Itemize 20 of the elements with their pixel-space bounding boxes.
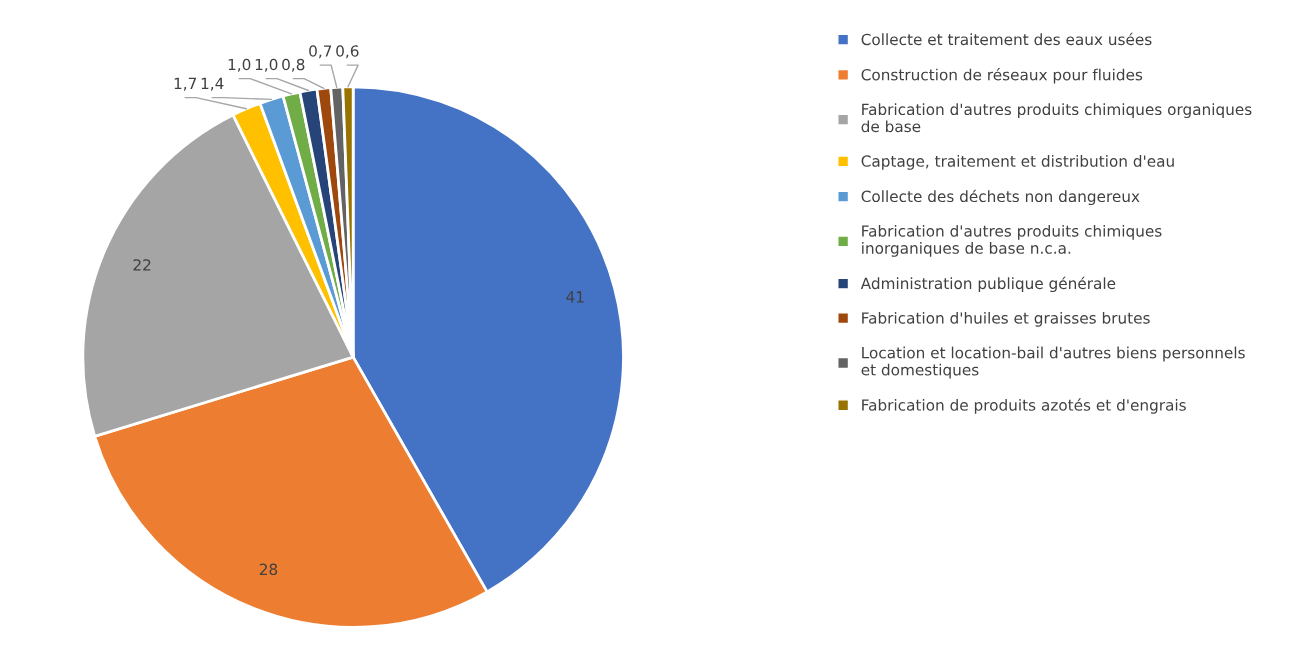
data-label: 1,4 <box>201 77 224 91</box>
legend-label: Construction de réseaux pour fluides <box>861 68 1143 84</box>
data-label: 1,7 <box>174 77 196 91</box>
legend-label: Fabrication de produits azotés et d'engrais <box>862 398 1186 414</box>
legend-label: Captage, traitement et distribution d'eau <box>861 155 1174 170</box>
legend-label: Administration publique générale <box>860 276 1116 293</box>
legend-label: Fabrication d'autres produits chimiques inorganiques de base n.c.a. <box>862 224 1162 257</box>
data-label: 41 <box>566 291 584 303</box>
data-label: 0,8 <box>282 58 305 72</box>
legend-label: Fabrication d'huiles et graisses brutes <box>862 311 1150 327</box>
legend-label: Location et location-bail d'autres biens personnels et domestiques <box>861 346 1245 379</box>
legend-label: Collecte et traitement des eaux usées <box>861 32 1152 46</box>
data-label: 28 <box>259 563 278 576</box>
data-label: 22 <box>133 259 151 271</box>
data-label: 0,6 <box>336 45 359 59</box>
data-label: 1,0 <box>255 58 278 72</box>
data-label: 0,7 <box>309 45 332 59</box>
legend-label: Collecte des déchets non dangereux <box>861 189 1140 206</box>
data-label: 1,0 <box>228 58 251 72</box>
legend-label: Fabrication d'autres produits chimiques organiques de base <box>861 103 1252 133</box>
